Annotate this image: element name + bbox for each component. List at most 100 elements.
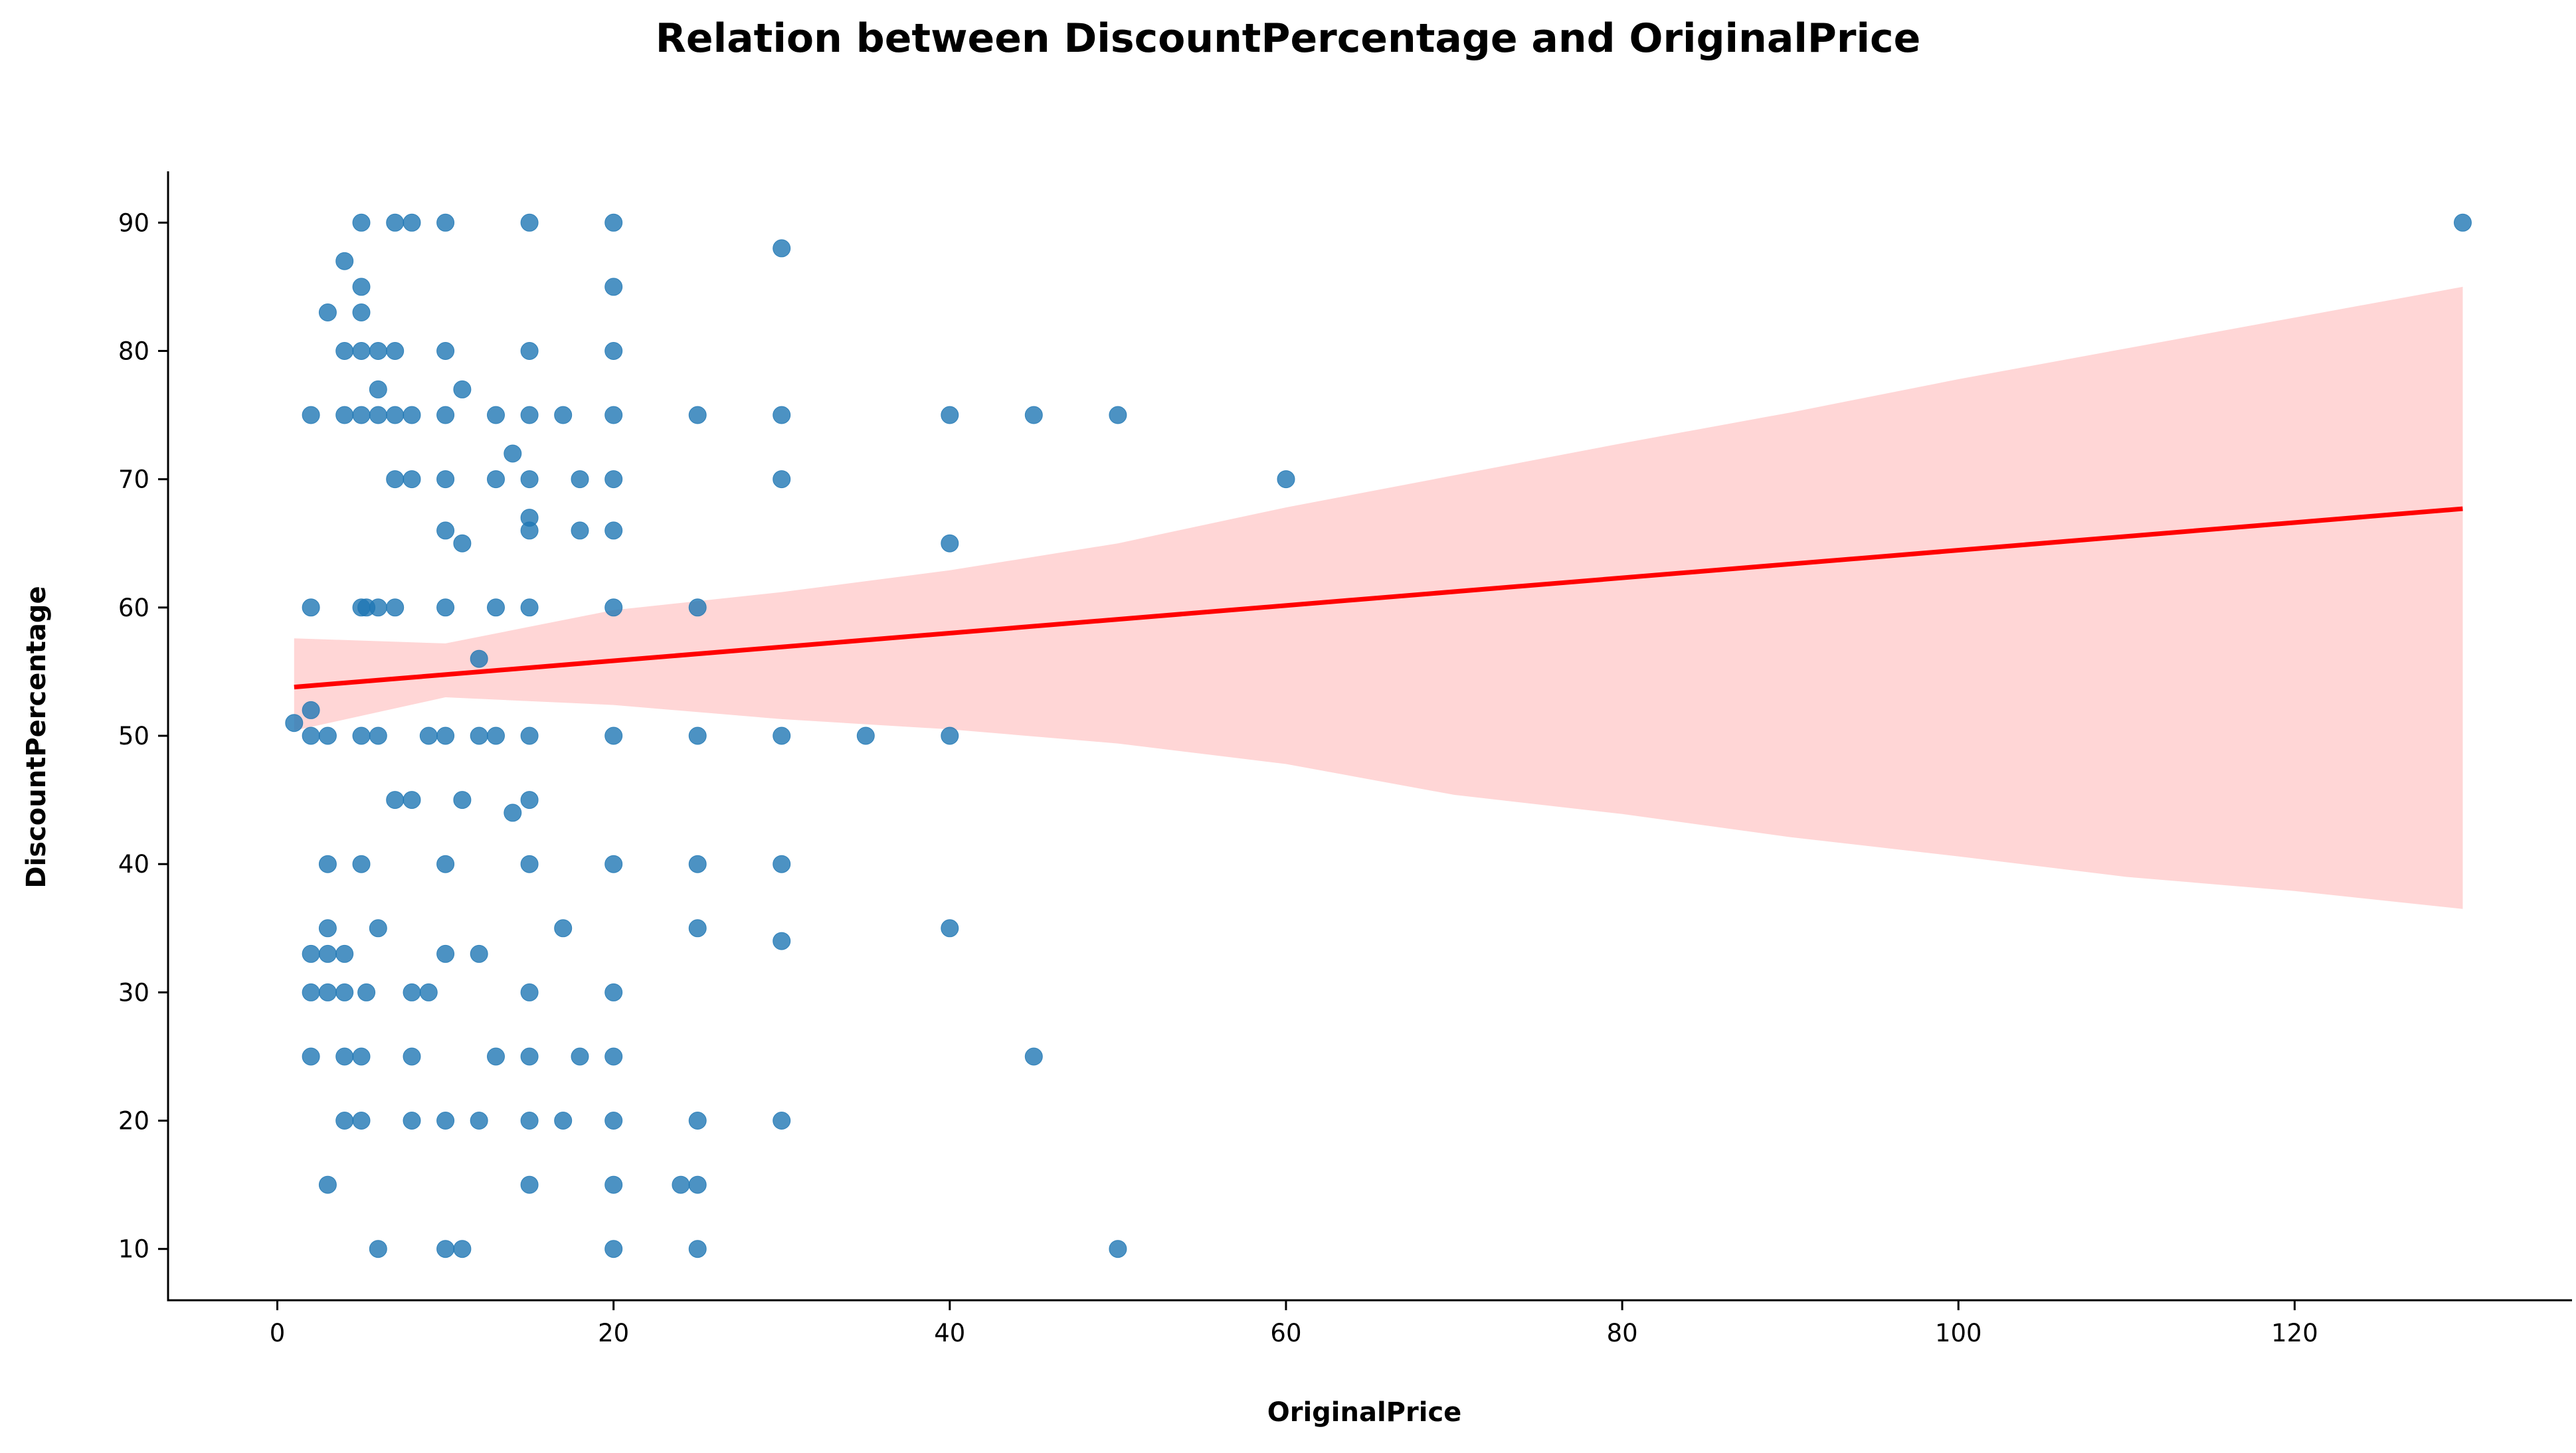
- data-point: [773, 932, 791, 950]
- data-point: [773, 406, 791, 424]
- data-point: [604, 1112, 623, 1130]
- data-point: [520, 726, 539, 745]
- data-point: [318, 303, 337, 321]
- data-point: [386, 470, 405, 489]
- data-point: [318, 983, 337, 1001]
- data-point: [571, 470, 589, 489]
- y-tick-label: 30: [118, 978, 149, 1007]
- data-point: [302, 406, 320, 424]
- data-point: [335, 252, 354, 270]
- regression-line: [294, 506, 2463, 690]
- data-point: [335, 406, 354, 424]
- data-point: [436, 726, 455, 745]
- data-point: [436, 213, 455, 232]
- data-point: [335, 342, 354, 360]
- data-point: [504, 444, 522, 463]
- data-point: [688, 406, 707, 424]
- data-point: [856, 726, 875, 745]
- y-tick-label: 50: [118, 722, 149, 750]
- data-point: [369, 726, 387, 745]
- data-point: [453, 380, 472, 398]
- y-tick-label: 70: [118, 466, 149, 494]
- data-point: [357, 983, 376, 1001]
- data-point: [436, 944, 455, 963]
- data-point: [1109, 406, 1127, 424]
- data-point: [604, 1240, 623, 1258]
- data-point: [436, 521, 455, 540]
- x-tick-label: 0: [270, 1319, 286, 1347]
- data-point: [520, 406, 539, 424]
- data-point: [302, 944, 320, 963]
- data-point: [453, 791, 472, 810]
- data-point: [520, 983, 539, 1001]
- data-point: [403, 470, 421, 489]
- data-point: [369, 1240, 387, 1258]
- data-point: [369, 919, 387, 938]
- data-point: [386, 791, 405, 810]
- data-point: [773, 855, 791, 873]
- data-point: [318, 919, 337, 938]
- data-point: [520, 213, 539, 232]
- data-point: [386, 598, 405, 617]
- axes-layer: 0 20 40 60 80 100 120 10 20 30 40 50 60 70 80 90: [118, 171, 2572, 1347]
- data-point: [773, 726, 791, 745]
- data-point: [688, 1240, 707, 1258]
- data-point: [504, 804, 522, 822]
- x-tick-label: 100: [1935, 1319, 1982, 1347]
- y-axis-label: DiscountPercentage: [21, 586, 52, 888]
- data-point: [352, 278, 371, 296]
- data-point: [302, 598, 320, 617]
- data-point: [773, 239, 791, 258]
- data-point: [520, 470, 539, 489]
- data-point: [436, 1240, 455, 1258]
- data-point: [941, 726, 959, 745]
- data-point: [403, 1112, 421, 1130]
- data-point: [487, 470, 505, 489]
- data-point: [318, 944, 337, 963]
- data-point: [2454, 213, 2472, 232]
- y-tick-label: 60: [118, 594, 149, 622]
- data-point: [403, 983, 421, 1001]
- y-tick-label: 40: [118, 850, 149, 879]
- data-point: [436, 342, 455, 360]
- x-tick-label: 80: [1607, 1319, 1638, 1347]
- data-point: [487, 1047, 505, 1066]
- y-tick-label: 10: [118, 1235, 149, 1264]
- regression-line-layer: [294, 506, 2463, 690]
- data-point: [470, 726, 488, 745]
- data-point: [571, 521, 589, 540]
- data-point: [688, 726, 707, 745]
- data-point: [436, 855, 455, 873]
- data-point: [773, 1112, 791, 1130]
- data-point: [403, 213, 421, 232]
- data-point: [318, 726, 337, 745]
- data-point: [470, 944, 488, 963]
- data-point: [369, 598, 387, 617]
- data-point: [352, 406, 371, 424]
- data-point: [302, 701, 320, 719]
- data-point: [403, 406, 421, 424]
- data-point: [520, 342, 539, 360]
- data-point: [604, 521, 623, 540]
- data-point: [436, 470, 455, 489]
- data-point: [604, 983, 623, 1001]
- data-point: [487, 598, 505, 617]
- data-point: [386, 406, 405, 424]
- data-point: [1277, 470, 1295, 489]
- data-point: [688, 1112, 707, 1130]
- data-point: [1024, 406, 1043, 424]
- data-point: [419, 983, 438, 1001]
- data-point: [352, 1112, 371, 1130]
- data-point: [1109, 1240, 1127, 1258]
- data-point: [604, 470, 623, 489]
- data-point: [520, 1112, 539, 1130]
- data-point: [285, 714, 304, 732]
- data-point: [386, 342, 405, 360]
- data-point: [520, 1047, 539, 1066]
- data-point: [1024, 1047, 1043, 1066]
- data-point: [403, 791, 421, 810]
- data-point: [352, 213, 371, 232]
- data-point: [520, 598, 539, 617]
- y-tick-label: 80: [118, 337, 149, 365]
